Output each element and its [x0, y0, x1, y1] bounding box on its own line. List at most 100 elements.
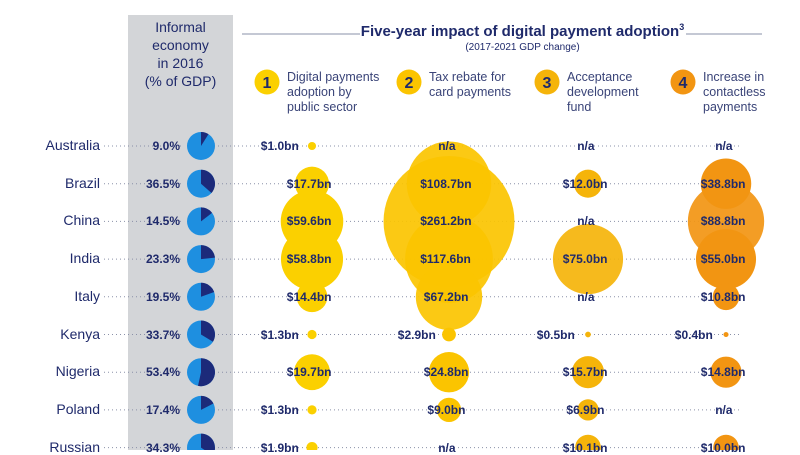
bubble-poland-s3 [577, 399, 599, 421]
value-label: $55.0bn [700, 252, 746, 267]
bubble-brazil-s3 [573, 169, 603, 198]
value-label: n/a [577, 139, 595, 153]
scenario-label-line: adoption by [287, 85, 352, 99]
scenario-badge-circle [254, 69, 280, 95]
scenario-number: 4 [679, 75, 688, 92]
informal-pct-label: 36.5% [145, 176, 180, 191]
value-label: $2.9bn [397, 327, 436, 342]
scenario-label-line: Increase in [703, 70, 765, 84]
value-label: n/a [577, 289, 595, 304]
bubble-nigeria-s1 [294, 354, 330, 391]
heading-line: in 2016 [157, 55, 204, 71]
bubble-russian-s4 [713, 434, 739, 450]
value-label: $15.7bn [562, 365, 608, 380]
pie-slice-informal [201, 132, 209, 146]
pie-slice-informal [201, 169, 215, 193]
value-label: $108.7bn [420, 176, 472, 191]
value-label: n/a [438, 139, 456, 153]
scenario-label-line: payments [703, 100, 758, 114]
heading-line: Informal [155, 19, 206, 35]
scenario-label-line: development [567, 85, 639, 99]
value-label: $14.4bn [286, 289, 332, 304]
footnote-marker: 3 [679, 22, 685, 32]
value-label: $24.8bn [423, 365, 469, 380]
country-label: Italy [74, 287, 100, 304]
informal-pct-label: 53.4% [145, 365, 180, 380]
value-label: $19.7bn [286, 365, 332, 380]
heading-line: (% of GDP) [144, 73, 217, 89]
bubble-poland-s2 [436, 397, 462, 423]
bubble-italy-s2 [415, 263, 483, 331]
scenario-label-4: Increase in contactless payments [703, 70, 766, 115]
value-label: $10.0bn [700, 440, 746, 455]
informal-pct-label: 17.4% [145, 402, 180, 417]
pie-slice-informal [201, 245, 215, 260]
bubble-australia-s1 [307, 141, 317, 151]
value-label: $6.9bn [566, 402, 605, 417]
bubble-india-s3 [552, 224, 624, 295]
value-label: $261.2bn [420, 214, 472, 229]
value-label: $10.1bn [562, 440, 608, 455]
bubble-nigeria-s4 [710, 356, 742, 388]
informal-pie-china [187, 207, 215, 236]
scenario-label-line: Digital payments [287, 70, 380, 84]
country-label: Nigeria [55, 363, 100, 380]
pie-slice-informal [201, 320, 216, 342]
scenario-number: 3 [543, 75, 552, 92]
heading-line: economy [152, 37, 209, 53]
scenario-label-line: fund [567, 100, 592, 114]
value-label: n/a [715, 402, 733, 417]
bubble-poland-s1 [307, 405, 317, 415]
bubble-italy-s1 [296, 281, 328, 313]
country-label: China [63, 212, 100, 229]
informal-pie-italy [187, 282, 215, 311]
country-label: Kenya [60, 325, 100, 342]
pie-slice-informal [201, 282, 215, 297]
value-label: $10.8bn [700, 289, 746, 304]
informal-pct-label: 33.7% [145, 327, 180, 342]
country-label: India [69, 250, 100, 267]
scenario-badges: 1 2 3 4 [254, 69, 696, 95]
country-label: Australia [45, 137, 100, 153]
scenario-label-line: contactless [703, 85, 766, 99]
value-label: $67.2bn [423, 289, 469, 304]
value-label: $9.0bn [427, 402, 466, 417]
scenario-badge-2: 2 [396, 69, 422, 95]
country-label: Poland [56, 400, 100, 417]
bubble-russian-s3 [575, 434, 601, 450]
bubble-italy-s4 [712, 283, 740, 311]
scenario-badge-1: 1 [254, 69, 280, 95]
scenario-label-1: Digital payments adoption by public sector [287, 70, 379, 115]
informal-pie-kenya [187, 320, 216, 349]
chart-subtitle: (2017-2021 GDP change) [465, 42, 580, 53]
informal-pct-label: 34.3% [145, 440, 180, 455]
value-label: $59.6bn [286, 214, 332, 229]
country-label: Brazil [64, 174, 100, 191]
value-label: n/a [715, 139, 733, 153]
informal-pie-nigeria [187, 358, 216, 387]
scenario-label-line: Acceptance [567, 70, 633, 84]
bubble-brazil-s4 [700, 158, 752, 209]
informal-pie-india [187, 245, 215, 274]
scenario-badge-circle [670, 69, 696, 95]
value-label: $1.0bn [260, 139, 299, 153]
scenario-label-line: card payments [429, 85, 511, 99]
bubble-nigeria-s2 [428, 352, 470, 393]
value-label: $88.8bn [700, 214, 746, 229]
informal-pct-label: 9.0% [152, 139, 180, 153]
pie-slice-informal [198, 358, 216, 387]
pie-slice-informal [201, 433, 215, 450]
scenario-label-line: Tax rebate for [429, 70, 506, 84]
scenario-number: 1 [263, 75, 272, 92]
country-label: Russian [49, 438, 100, 455]
bubble-kenya-s3 [585, 331, 591, 338]
scenario-badge-circle [534, 69, 560, 95]
informal-pie-poland [187, 395, 215, 424]
informal-economy-band [128, 15, 233, 450]
bubble-india-s1 [280, 228, 344, 291]
value-label: $1.3bn [260, 402, 299, 417]
impact-bubbles [280, 141, 765, 450]
value-label: $0.5bn [536, 327, 575, 342]
